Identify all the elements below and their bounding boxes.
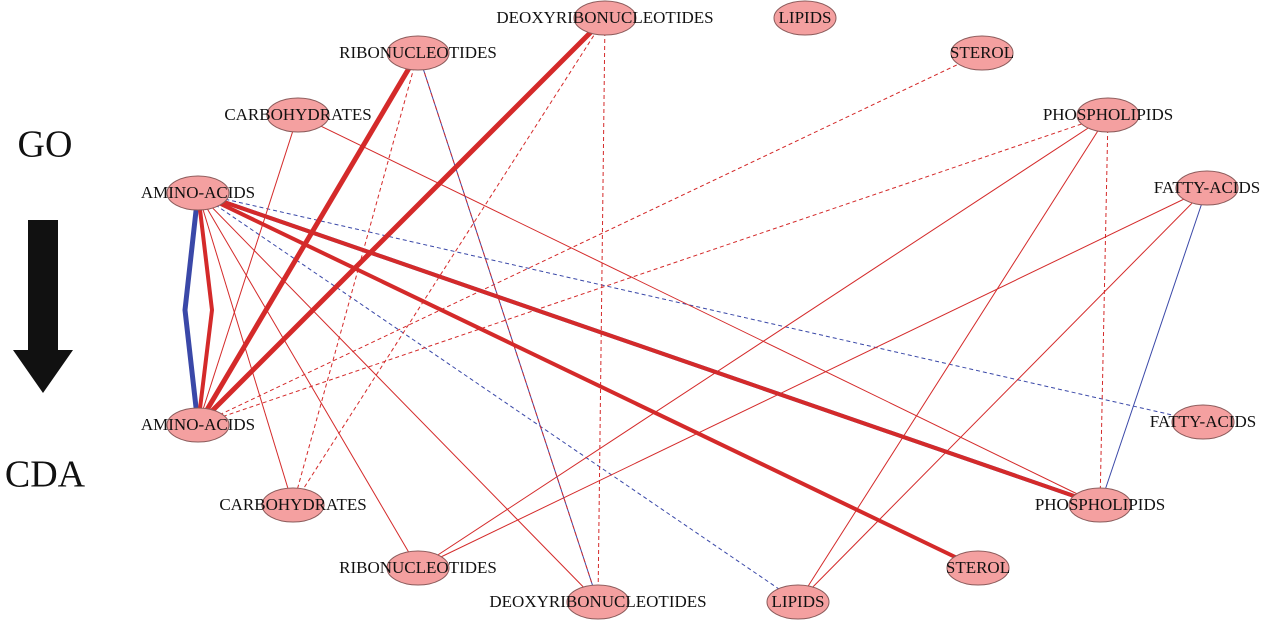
edges	[182, 16, 1208, 603]
edge	[292, 17, 606, 506]
node	[1076, 97, 1140, 133]
node	[166, 175, 230, 211]
node	[773, 0, 837, 36]
node-label: AMINO-ACIDS	[141, 415, 255, 434]
edge	[417, 114, 1109, 569]
node	[1068, 487, 1132, 523]
node-label: AMINO-ACIDS	[141, 183, 255, 202]
edge	[197, 114, 299, 426]
node	[1171, 404, 1235, 440]
edge	[197, 192, 799, 603]
edge	[597, 17, 606, 603]
node-label: DEOXYRIBONUCLEOTIDES	[496, 8, 713, 27]
node-label: FATTY-ACIDS	[1150, 412, 1256, 431]
edge	[297, 114, 1101, 506]
node-label: CARBOHYDRATES	[224, 105, 371, 124]
node	[950, 35, 1014, 71]
node-label: LIPIDS	[772, 592, 825, 611]
edge	[292, 52, 419, 506]
direction-arrow	[13, 220, 73, 393]
nodes: DEOXYRIBONUCLEOTIDES LIPIDS RIBONUCLEOTIDE…	[141, 0, 1260, 620]
edge	[197, 192, 599, 603]
node-label: PHOSPHOLIPIDS	[1035, 495, 1165, 514]
side-label: CDA	[5, 454, 86, 496]
edge	[197, 192, 419, 569]
edge	[197, 191, 1101, 507]
node-label: STEROL	[946, 558, 1010, 577]
edge	[195, 51, 421, 427]
node-label: LIPIDS	[779, 8, 832, 27]
node	[946, 550, 1010, 586]
node-label: STEROL	[950, 43, 1014, 62]
node	[386, 550, 450, 586]
node	[261, 487, 325, 523]
node	[1175, 170, 1239, 206]
edge	[417, 52, 599, 603]
node	[386, 35, 450, 71]
node-label: FATTY-ACIDS	[1154, 178, 1260, 197]
node-label: RIBONUCLEOTIDES	[339, 558, 497, 577]
edge	[197, 192, 1204, 423]
node	[573, 0, 637, 36]
edge	[197, 114, 1109, 426]
node	[566, 584, 630, 620]
node-label: CARBOHYDRATES	[219, 495, 366, 514]
edge	[197, 191, 979, 570]
node-label: PHOSPHOLIPIDS	[1043, 105, 1173, 124]
node	[266, 97, 330, 133]
edge	[1099, 114, 1109, 506]
edge	[797, 114, 1109, 603]
node	[766, 584, 830, 620]
edge	[196, 16, 607, 427]
edge	[196, 192, 215, 426]
edge	[1099, 187, 1208, 506]
side-label: GO	[18, 124, 73, 166]
edge	[797, 187, 1208, 603]
node-label: RIBONUCLEOTIDES	[339, 43, 497, 62]
node	[166, 407, 230, 443]
edge	[417, 187, 1208, 569]
node-label: DEOXYRIBONUCLEOTIDES	[489, 592, 706, 611]
edge	[182, 192, 201, 426]
edge	[197, 52, 983, 426]
